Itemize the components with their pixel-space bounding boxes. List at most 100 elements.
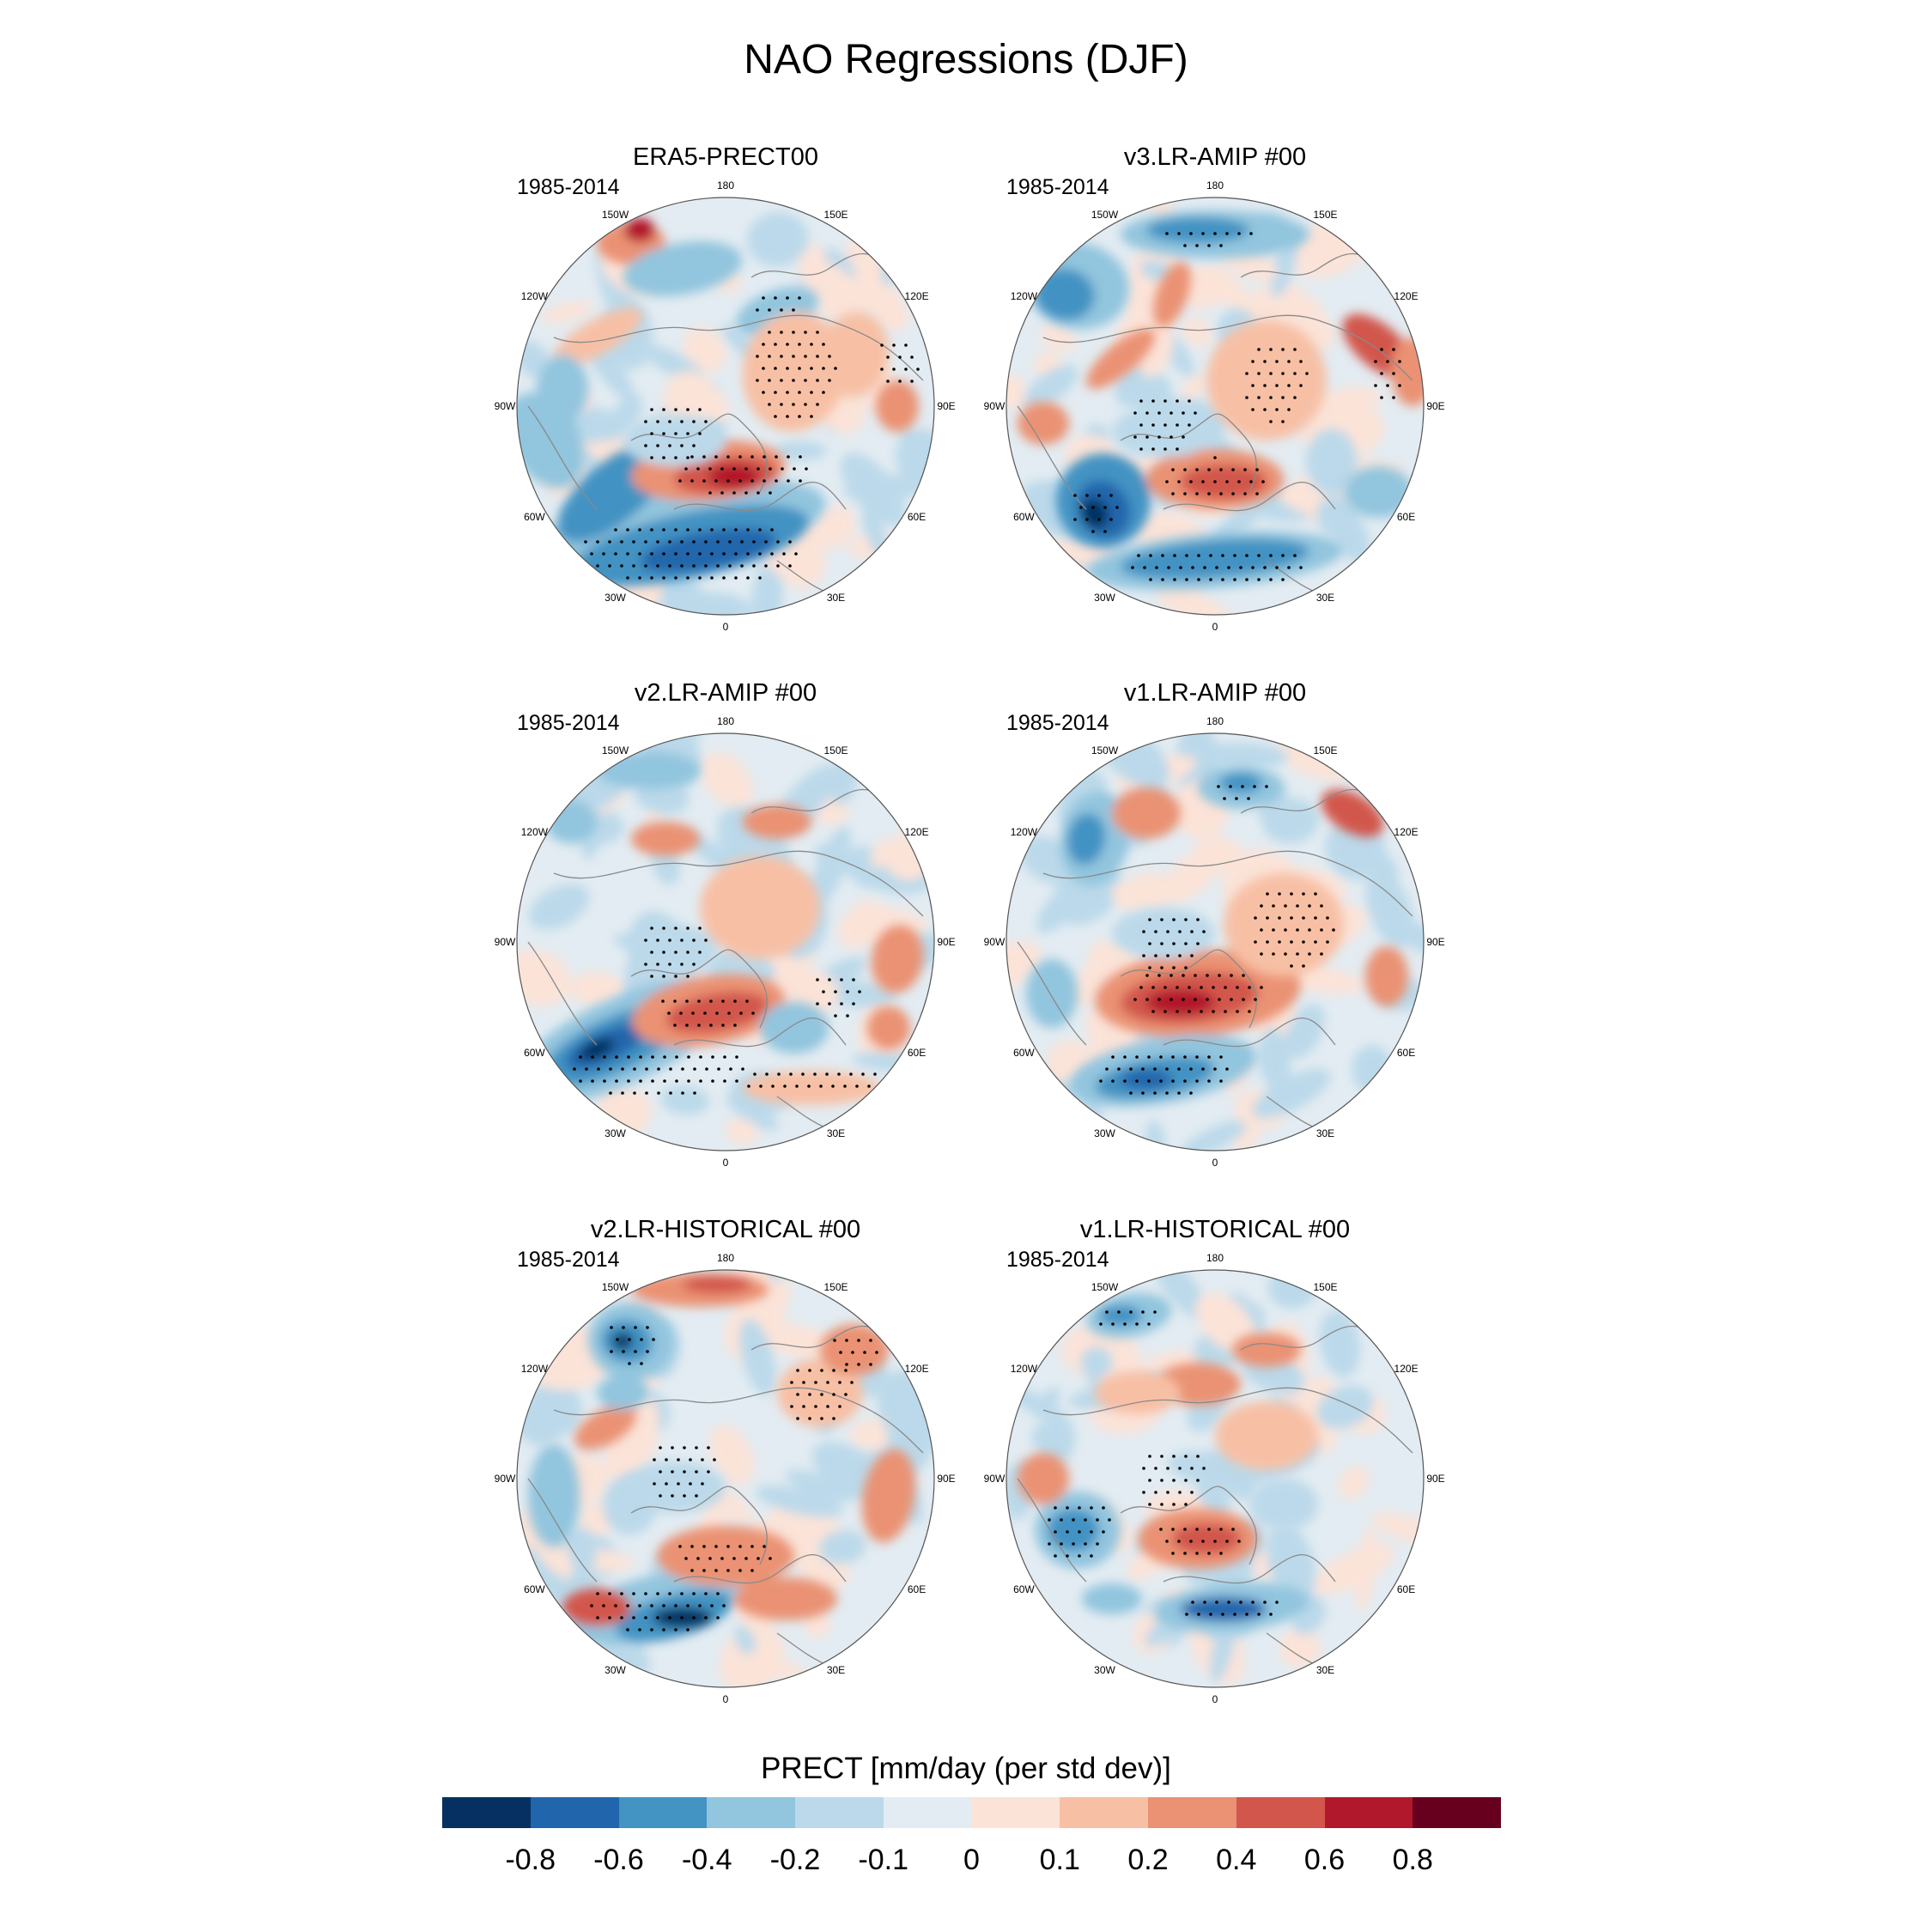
- significance-dot: [1078, 1506, 1081, 1510]
- significance-dot: [1153, 1067, 1157, 1071]
- significance-dot: [1108, 1518, 1111, 1522]
- significance-dot: [1227, 566, 1230, 569]
- significance-dot: [1254, 998, 1257, 1001]
- anomaly-region: [1153, 261, 1191, 328]
- significance-dot: [1060, 1518, 1063, 1522]
- anomaly-region: [760, 1002, 829, 1054]
- significance-dot: [1257, 1613, 1261, 1616]
- longitude-label: 90W: [494, 936, 516, 948]
- significance-dot: [627, 1055, 630, 1059]
- significance-dot: [762, 367, 765, 370]
- colorbar-tick-label: 0.4: [1216, 1844, 1257, 1876]
- significance-dot: [1212, 1010, 1215, 1013]
- significance-dot: [662, 456, 665, 459]
- longitude-label: 30W: [1094, 1663, 1115, 1676]
- colorbar-tick-label: 0.2: [1127, 1844, 1169, 1876]
- significance-dot: [1308, 904, 1311, 908]
- significance-dot: [1374, 384, 1377, 387]
- significance-dot: [683, 1494, 686, 1498]
- significance-dot: [1153, 1091, 1157, 1095]
- anomaly-region: [1026, 959, 1078, 1028]
- field-patch: [762, 1279, 791, 1333]
- significance-dot: [610, 1350, 613, 1353]
- significance-dot: [680, 444, 683, 447]
- significance-dot: [1293, 554, 1297, 557]
- anomaly-region: [743, 805, 811, 839]
- significance-dot: [1189, 1067, 1193, 1071]
- significance-dot: [721, 999, 725, 1003]
- significance-dot: [1380, 396, 1383, 399]
- field-patch: [1036, 879, 1087, 933]
- significance-dot: [626, 1604, 629, 1607]
- significance-dot: [1177, 1540, 1181, 1543]
- longitude-label: 120E: [904, 825, 929, 838]
- significance-dot: [1139, 399, 1143, 403]
- significance-dot: [644, 963, 647, 966]
- significance-dot: [904, 368, 908, 371]
- significance-dot: [1213, 1540, 1217, 1543]
- anomaly-region: [1018, 1453, 1069, 1504]
- significance-dot: [816, 379, 819, 382]
- longitude-label: 150E: [1313, 744, 1338, 757]
- significance-dot: [1176, 1010, 1179, 1013]
- significance-dot: [783, 1084, 787, 1088]
- significance-dot: [740, 564, 744, 568]
- field-patch: [529, 884, 590, 930]
- significance-dot: [1269, 396, 1273, 399]
- significance-dot: [620, 564, 623, 568]
- significance-dot: [1194, 998, 1197, 1001]
- significance-dot: [775, 479, 778, 483]
- significance-dot: [834, 367, 837, 370]
- significance-dot: [662, 552, 665, 556]
- panel-period: 1985-2014: [1006, 711, 1109, 735]
- significance-dot: [1171, 1552, 1175, 1555]
- field-patch: [747, 212, 809, 267]
- significance-dot: [646, 1350, 649, 1353]
- longitude-label: 150W: [601, 1281, 629, 1294]
- colorbar-swatch: [883, 1797, 972, 1828]
- significance-dot: [1255, 468, 1259, 471]
- significance-dot: [716, 1616, 720, 1619]
- significance-dot: [828, 355, 831, 358]
- significance-dot: [1188, 399, 1191, 403]
- significance-dot: [752, 564, 756, 568]
- longitude-label: 180: [1206, 1252, 1224, 1264]
- field-patch: [1338, 1466, 1370, 1499]
- significance-dot: [596, 540, 599, 544]
- significance-dot: [651, 1079, 654, 1083]
- significance-dot: [1091, 506, 1095, 509]
- field-patch: [1316, 1385, 1374, 1430]
- significance-dot: [656, 1592, 659, 1595]
- significance-dot: [807, 1084, 811, 1088]
- significance-dot: [738, 479, 742, 483]
- colorbar-tick-label: -0.2: [769, 1844, 821, 1876]
- significance-dot: [1157, 974, 1161, 977]
- significance-dot: [1254, 916, 1257, 920]
- significance-dot: [792, 403, 795, 406]
- longitude-label: 30W: [605, 591, 626, 604]
- significance-dot: [626, 576, 629, 580]
- significance-dot: [1207, 1552, 1211, 1555]
- significance-dot: [768, 308, 771, 312]
- significance-dot: [1203, 1601, 1206, 1604]
- longitude-label: 120W: [520, 825, 549, 838]
- longitude-label: 30E: [1315, 1127, 1335, 1139]
- significance-dot: [1148, 1503, 1151, 1506]
- significance-dot: [1066, 1554, 1069, 1558]
- colorbar-swatch: [442, 1797, 531, 1828]
- significance-dot: [656, 939, 659, 942]
- significance-dot: [1166, 954, 1170, 957]
- significance-dot: [1260, 952, 1263, 956]
- significance-dot: [653, 1482, 656, 1485]
- significance-dot: [786, 367, 789, 370]
- anomaly-region: [742, 312, 847, 432]
- field-patch: [1179, 1119, 1249, 1151]
- significance-dot: [828, 379, 831, 382]
- significance-dot: [1293, 396, 1297, 399]
- significance-dot: [1141, 1067, 1145, 1071]
- field-patch: [662, 592, 750, 615]
- significance-dot: [662, 951, 665, 954]
- significance-dot: [1245, 1613, 1249, 1616]
- significance-dot: [1189, 232, 1193, 235]
- anomaly-region: [1365, 946, 1408, 1006]
